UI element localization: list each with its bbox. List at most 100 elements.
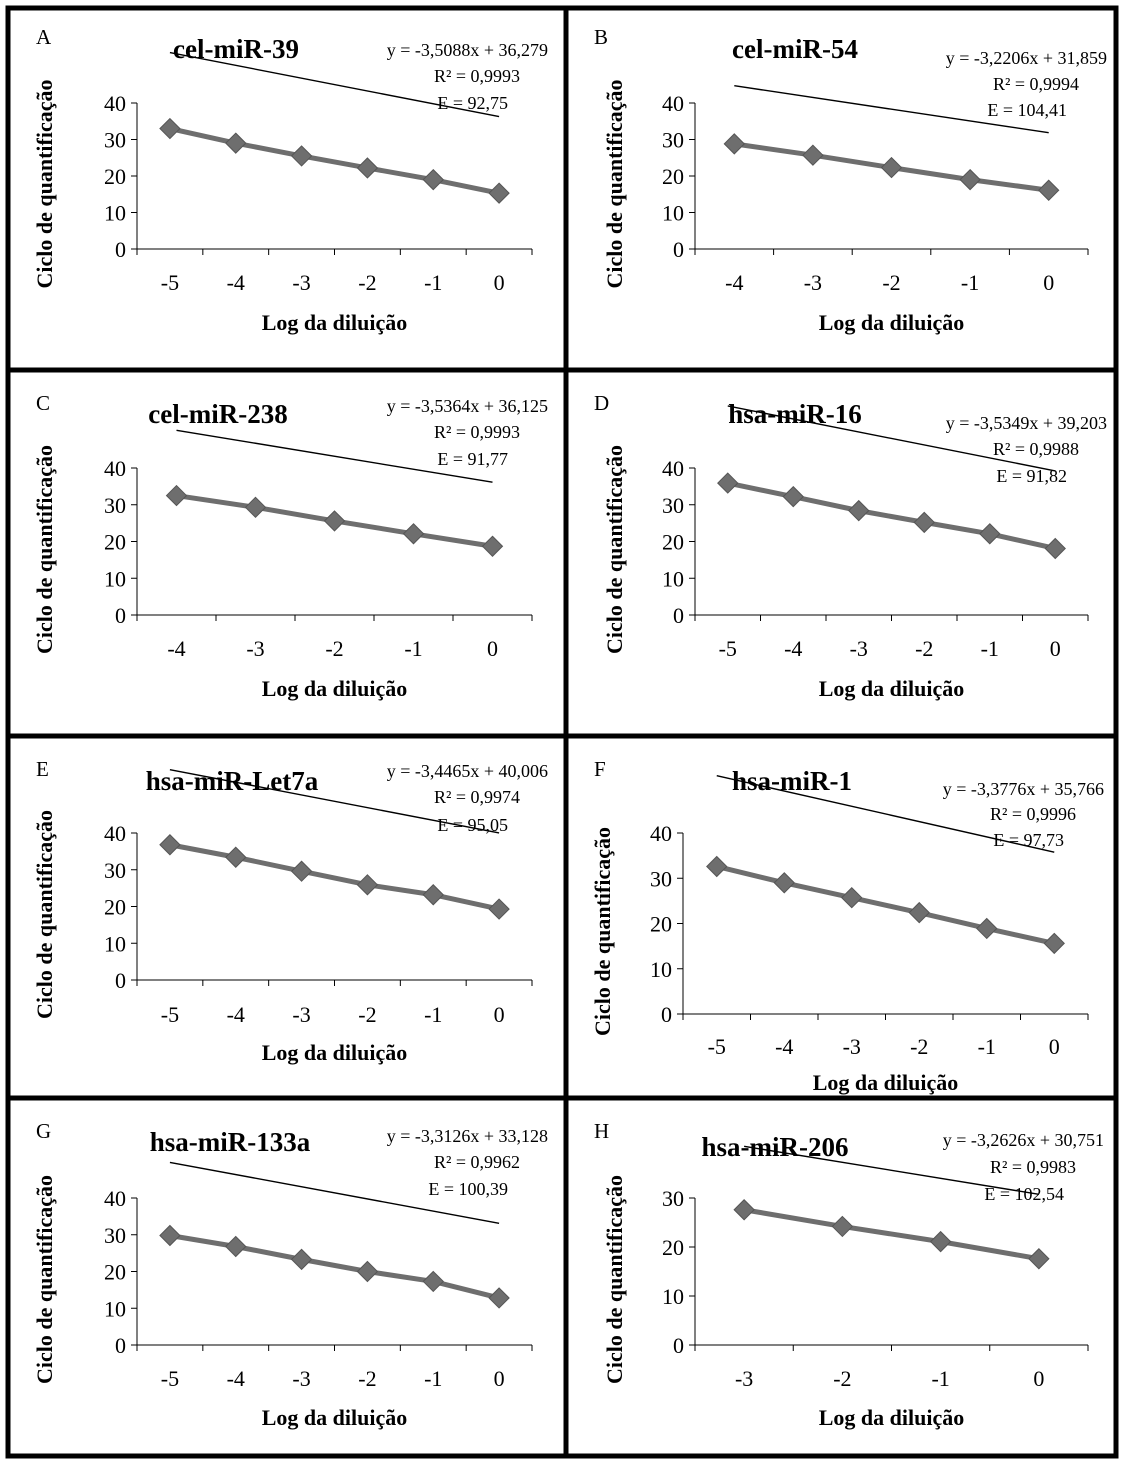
r-squared-label: R² = 0,9993 xyxy=(434,66,520,86)
x-tick-label: -1 xyxy=(978,1034,996,1059)
panel-frame xyxy=(563,1095,1119,1459)
x-tick-label: -2 xyxy=(358,1366,376,1391)
y-axis-label: Ciclo de quantificação xyxy=(32,445,57,654)
data-point xyxy=(831,1215,854,1238)
data-point xyxy=(402,523,425,545)
r-squared-label: R² = 0,9974 xyxy=(434,787,520,807)
efficiency-label: E = 104,41 xyxy=(987,100,1067,120)
panel-letter: G xyxy=(36,1119,51,1143)
r-squared-label: R² = 0,9962 xyxy=(434,1152,520,1172)
data-point xyxy=(290,860,313,882)
trendline-equation: y = -3,4465x + 40,006 xyxy=(387,761,548,781)
x-tick-label: -1 xyxy=(961,270,979,295)
data-point xyxy=(1037,179,1060,201)
r-squared-label: R² = 0,9994 xyxy=(993,74,1079,94)
trendline xyxy=(176,429,493,483)
data-point xyxy=(165,484,188,507)
data-point xyxy=(773,872,795,894)
data-point xyxy=(225,1235,247,1258)
y-tick-label: 10 xyxy=(650,957,672,982)
efficiency-label: E = 95,05 xyxy=(437,815,508,835)
panel-letter: D xyxy=(594,391,609,415)
efficiency-label: E = 92,75 xyxy=(437,93,508,113)
x-axis-label: Log da diluição xyxy=(262,1405,407,1430)
r-squared-label: R² = 0,9993 xyxy=(434,422,520,442)
y-tick-label: 20 xyxy=(650,912,672,937)
chart-title: cel-miR-39 xyxy=(173,34,299,64)
trendline xyxy=(169,51,500,118)
efficiency-label: E = 97,73 xyxy=(993,830,1064,850)
data-point xyxy=(481,535,504,557)
data-point xyxy=(488,898,510,920)
x-tick-label: -4 xyxy=(227,270,245,295)
data-point xyxy=(782,485,804,508)
y-tick-label: 20 xyxy=(104,895,126,920)
data-point xyxy=(1028,1248,1050,1270)
y-tick-label: 40 xyxy=(662,456,684,481)
trendline xyxy=(727,405,1056,472)
data-point xyxy=(422,1270,444,1293)
trendline xyxy=(716,775,1055,853)
x-tick-label: -3 xyxy=(292,1366,310,1391)
y-tick-label: 30 xyxy=(104,493,126,518)
series-line xyxy=(169,126,500,196)
y-tick-label: 0 xyxy=(115,968,126,993)
x-tick-label: -5 xyxy=(161,1366,179,1391)
data-point xyxy=(880,156,903,179)
y-tick-label: 30 xyxy=(662,128,684,153)
y-tick-label: 40 xyxy=(104,1186,126,1211)
data-point xyxy=(929,1230,952,1253)
data-point xyxy=(717,472,739,494)
data-point xyxy=(848,499,870,522)
y-tick-label: 20 xyxy=(104,164,126,189)
y-tick-label: 0 xyxy=(115,1333,126,1358)
x-tick-label: -3 xyxy=(292,1002,310,1027)
data-point xyxy=(723,133,746,155)
x-tick-label: 0 xyxy=(494,1002,505,1027)
x-tick-label: -3 xyxy=(735,1366,753,1391)
trendline-equation: y = -3,5349x + 39,203 xyxy=(946,413,1107,433)
x-tick-label: -2 xyxy=(325,636,343,661)
x-tick-label: -2 xyxy=(915,636,933,661)
series-line xyxy=(169,1233,500,1301)
x-axis-label: Log da diluição xyxy=(262,310,407,335)
x-tick-label: -2 xyxy=(833,1366,851,1391)
data-point xyxy=(908,901,930,924)
chart-title: hsa-miR-1 xyxy=(732,766,852,796)
data-point xyxy=(841,887,863,909)
y-tick-label: 10 xyxy=(104,1296,126,1321)
y-tick-label: 20 xyxy=(104,1260,126,1285)
y-tick-label: 20 xyxy=(662,164,684,189)
data-point xyxy=(979,523,1001,545)
data-point xyxy=(488,182,510,204)
panel-letter: E xyxy=(36,757,49,781)
trendline xyxy=(744,1145,1039,1196)
x-tick-label: -4 xyxy=(227,1002,245,1027)
x-tick-label: -1 xyxy=(424,1002,442,1027)
x-tick-label: -3 xyxy=(850,636,868,661)
panel-letter: F xyxy=(594,757,606,781)
data-point xyxy=(225,132,247,154)
y-axis-label: Ciclo de quantificação xyxy=(32,810,57,1019)
y-axis-label: Ciclo de quantificação xyxy=(602,80,627,289)
trendline-equation: y = -3,3776x + 35,766 xyxy=(943,779,1104,799)
trendline-equation: y = -3,2206x + 31,859 xyxy=(946,48,1107,68)
data-point xyxy=(159,117,181,140)
data-point xyxy=(802,144,824,166)
data-point xyxy=(422,168,444,191)
y-tick-label: 20 xyxy=(662,1235,684,1260)
x-tick-label: -5 xyxy=(161,270,179,295)
x-tick-label: -1 xyxy=(424,1366,442,1391)
y-tick-label: 40 xyxy=(104,821,126,846)
x-axis-label: Log da diluição xyxy=(819,1405,964,1430)
r-squared-label: R² = 0,9983 xyxy=(990,1157,1076,1177)
y-tick-label: 0 xyxy=(673,603,684,628)
x-tick-label: -2 xyxy=(358,1002,376,1027)
